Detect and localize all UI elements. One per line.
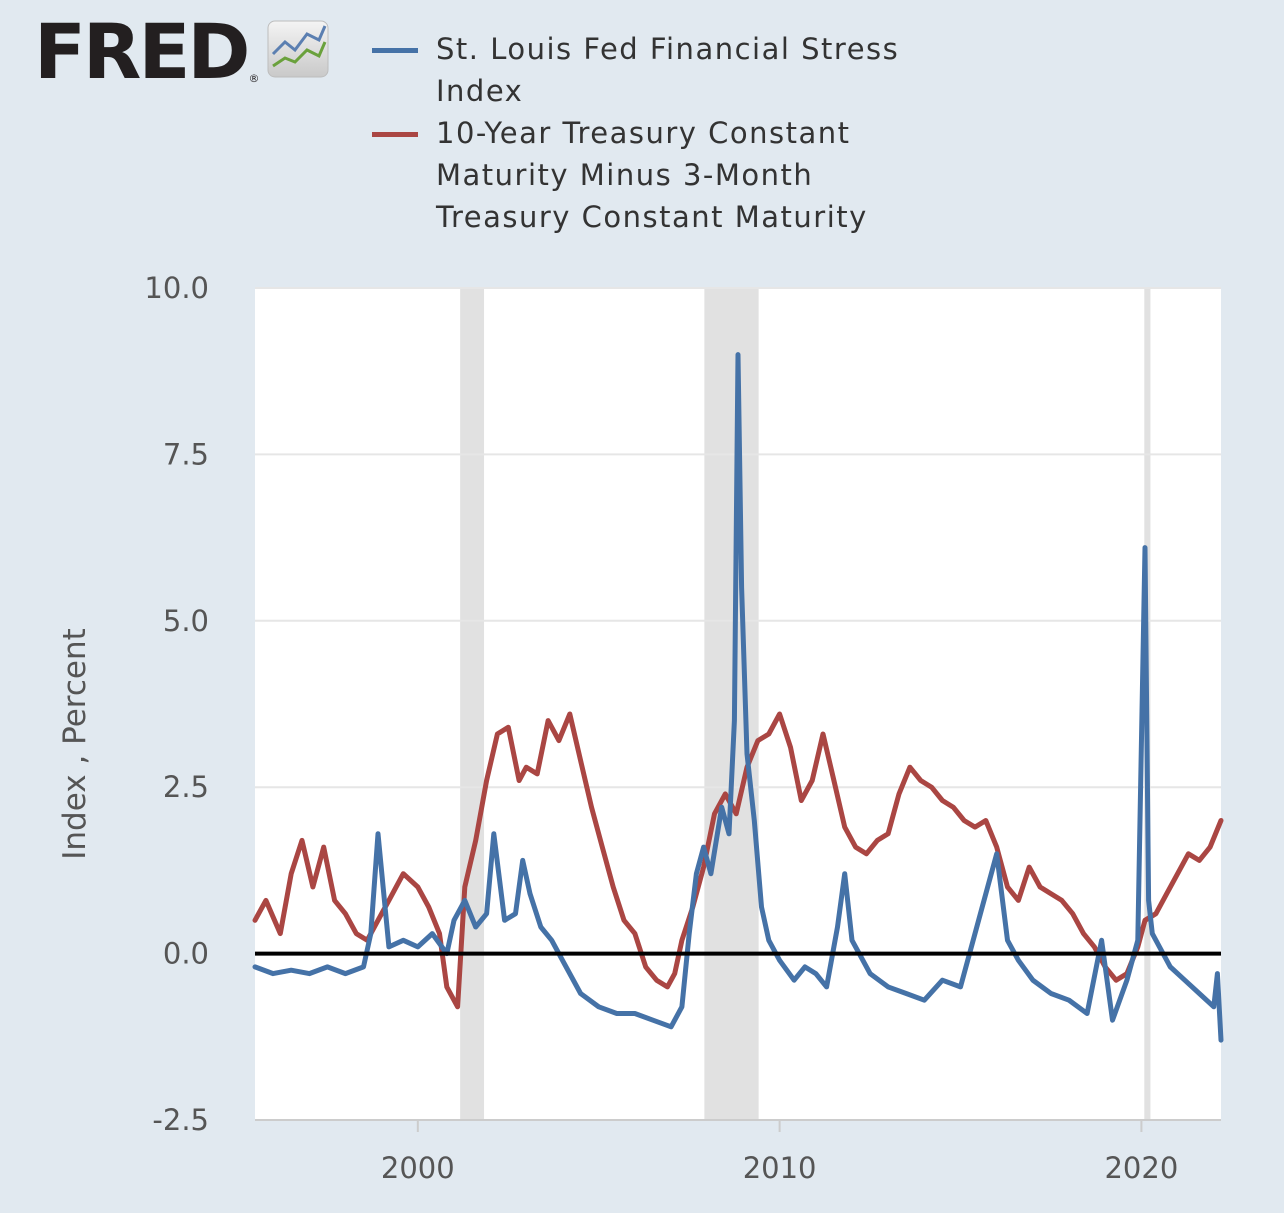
y-tick-label: 7.5 [163, 437, 209, 471]
legend-item-stress[interactable]: St. Louis Fed Financial Stress Index [372, 28, 972, 112]
y-tick-label: 5.0 [163, 604, 209, 638]
fred-logo: FRED ® [34, 14, 329, 90]
y-tick-label: -2.5 [152, 1103, 209, 1137]
y-tick-label: 0.0 [163, 937, 209, 971]
y-tick-label: 2.5 [163, 770, 209, 804]
legend-item-spread[interactable]: 10-Year Treasury Constant Maturity Minus… [372, 112, 972, 238]
recession-band-0 [460, 288, 485, 1120]
chart-legend: St. Louis Fed Financial Stress Index 10-… [372, 28, 972, 238]
logo-text: FRED [34, 7, 250, 96]
x-tick-label: 2020 [1104, 1151, 1178, 1185]
y-axis-title: Index , Percent [57, 628, 93, 860]
stress-index-line [252, 352, 1224, 1043]
legend-swatch-spread [372, 132, 418, 137]
x-tick-label: 2010 [743, 1151, 817, 1185]
legend-swatch-stress [372, 48, 418, 53]
y-tick-label: 10.0 [144, 271, 209, 305]
x-tick-label: 2000 [381, 1151, 455, 1185]
chart-line-icon [267, 20, 329, 78]
legend-label-stress: St. Louis Fed Financial Stress Index [436, 32, 900, 108]
legend-label-spread: 10-Year Treasury Constant Maturity Minus… [436, 116, 868, 234]
recession-band-1 [704, 288, 759, 1120]
registered-mark: ® [248, 72, 260, 85]
